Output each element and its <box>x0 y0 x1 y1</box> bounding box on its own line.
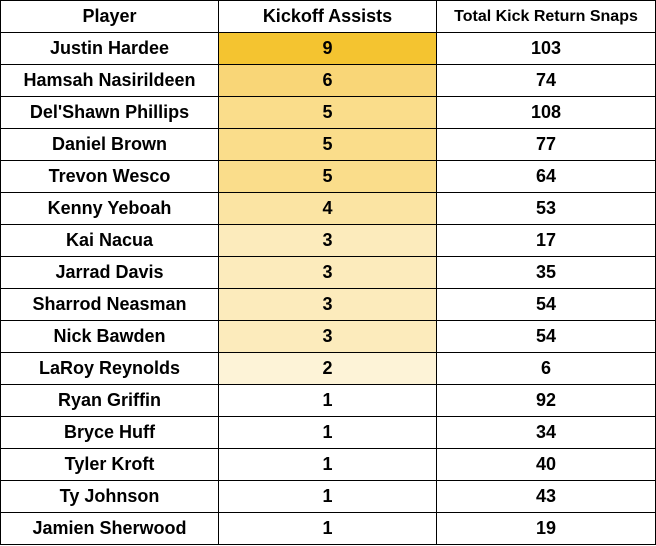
player-name-cell: LaRoy Reynolds <box>0 352 219 385</box>
table-row: Del'Shawn Phillips 5 108 <box>0 96 656 129</box>
player-name-cell: Sharrod Neasman <box>0 288 219 321</box>
kick-return-snaps-cell: 6 <box>436 352 656 385</box>
kick-return-snaps-cell: 34 <box>436 416 656 449</box>
kickoff-assists-cell: 1 <box>218 384 437 417</box>
table-row: Bryce Huff 1 34 <box>0 416 656 449</box>
kick-return-snaps-cell: 35 <box>436 256 656 289</box>
kickoff-assists-cell: 1 <box>218 480 437 513</box>
player-name-cell: Ty Johnson <box>0 480 219 513</box>
kickoff-assists-cell: 2 <box>218 352 437 385</box>
kick-return-snaps-cell: 77 <box>436 128 656 161</box>
player-name-cell: Del'Shawn Phillips <box>0 96 219 129</box>
table-row: Jamien Sherwood 1 19 <box>0 512 656 545</box>
table-row: Nick Bawden 3 54 <box>0 320 656 353</box>
table-row: Hamsah Nasirildeen 6 74 <box>0 64 656 97</box>
kick-return-snaps-cell: 54 <box>436 288 656 321</box>
table-row: Sharrod Neasman 3 54 <box>0 288 656 321</box>
table-row: LaRoy Reynolds 2 6 <box>0 352 656 385</box>
kick-return-snaps-cell: 103 <box>436 32 656 65</box>
kick-return-snaps-cell: 40 <box>436 448 656 481</box>
table-row: Daniel Brown 5 77 <box>0 128 656 161</box>
kick-return-snaps-cell: 54 <box>436 320 656 353</box>
kickoff-assists-cell: 1 <box>218 448 437 481</box>
player-name-cell: Trevon Wesco <box>0 160 219 193</box>
kick-return-snaps-cell: 53 <box>436 192 656 225</box>
kick-return-snaps-cell: 43 <box>436 480 656 513</box>
table-row: Jarrad Davis 3 35 <box>0 256 656 289</box>
kickoff-assists-cell: 6 <box>218 64 437 97</box>
player-name-cell: Jamien Sherwood <box>0 512 219 545</box>
player-name-cell: Hamsah Nasirildeen <box>0 64 219 97</box>
kickoff-assists-cell: 5 <box>218 128 437 161</box>
player-name-cell: Nick Bawden <box>0 320 219 353</box>
header-kickoff-assists: Kickoff Assists <box>218 0 437 33</box>
kickoff-assists-cell: 4 <box>218 192 437 225</box>
kickoff-assists-cell: 5 <box>218 160 437 193</box>
kickoff-assists-cell: 3 <box>218 256 437 289</box>
table-row: Ryan Griffin 1 92 <box>0 384 656 417</box>
player-name-cell: Kai Nacua <box>0 224 219 257</box>
player-name-cell: Tyler Kroft <box>0 448 219 481</box>
kick-return-snaps-cell: 64 <box>436 160 656 193</box>
header-player: Player <box>0 0 219 33</box>
kickoff-assists-cell: 3 <box>218 288 437 321</box>
kickoff-assists-cell: 3 <box>218 320 437 353</box>
table-row: Trevon Wesco 5 64 <box>0 160 656 193</box>
kickoff-assists-cell: 9 <box>218 32 437 65</box>
player-name-cell: Daniel Brown <box>0 128 219 161</box>
player-name-cell: Bryce Huff <box>0 416 219 449</box>
kickoff-assists-cell: 5 <box>218 96 437 129</box>
table-row: Kai Nacua 3 17 <box>0 224 656 257</box>
kickoff-assists-cell: 1 <box>218 512 437 545</box>
player-name-cell: Justin Hardee <box>0 32 219 65</box>
kick-return-snaps-cell: 19 <box>436 512 656 545</box>
player-name-cell: Jarrad Davis <box>0 256 219 289</box>
header-row: Player Kickoff Assists Total Kick Return… <box>0 0 656 33</box>
kick-return-snaps-cell: 17 <box>436 224 656 257</box>
table-row: Kenny Yeboah 4 53 <box>0 192 656 225</box>
table-row: Tyler Kroft 1 40 <box>0 448 656 481</box>
kick-return-snaps-cell: 92 <box>436 384 656 417</box>
table-header: Player Kickoff Assists Total Kick Return… <box>0 0 656 33</box>
table-row: Ty Johnson 1 43 <box>0 480 656 513</box>
kick-return-snaps-cell: 108 <box>436 96 656 129</box>
header-kick-return-snaps: Total Kick Return Snaps <box>436 0 656 33</box>
player-name-cell: Kenny Yeboah <box>0 192 219 225</box>
kickoff-assists-cell: 3 <box>218 224 437 257</box>
kick-return-snaps-cell: 74 <box>436 64 656 97</box>
table-row: Justin Hardee 9 103 <box>0 32 656 65</box>
player-name-cell: Ryan Griffin <box>0 384 219 417</box>
kickoff-assists-cell: 1 <box>218 416 437 449</box>
table-body: Justin Hardee 9 103 Hamsah Nasirildeen 6 74 De… <box>0 32 656 545</box>
